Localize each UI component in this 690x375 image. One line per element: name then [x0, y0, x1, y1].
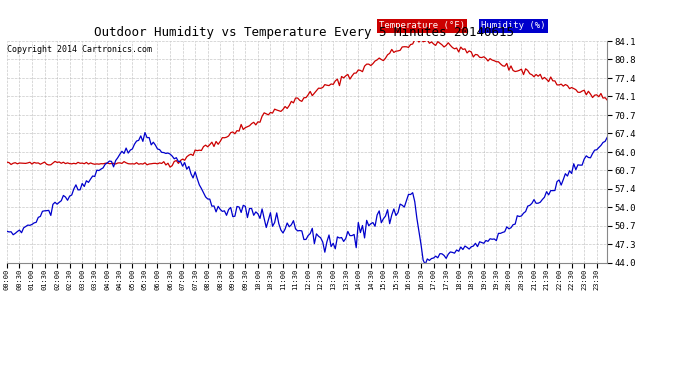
Text: Temperature (°F): Temperature (°F) [379, 21, 465, 30]
Text: Humidity (%): Humidity (%) [481, 21, 546, 30]
Text: Outdoor Humidity vs Temperature Every 5 Minutes 20140615: Outdoor Humidity vs Temperature Every 5 … [94, 26, 513, 39]
Text: Copyright 2014 Cartronics.com: Copyright 2014 Cartronics.com [7, 45, 152, 54]
